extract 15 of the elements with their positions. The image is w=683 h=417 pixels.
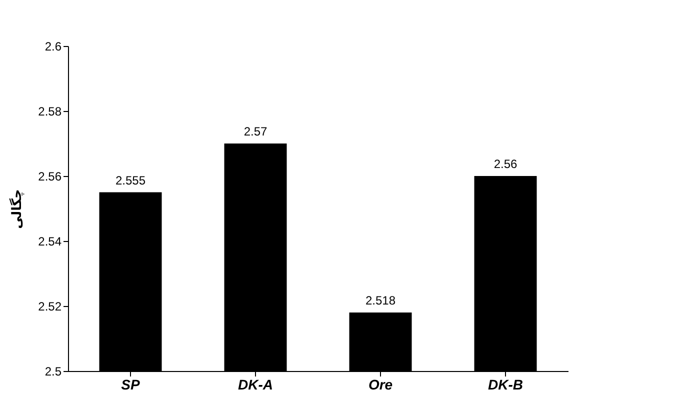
data-label: 2.57 xyxy=(244,124,268,138)
data-label: 2.555 xyxy=(115,173,146,188)
data-label: 2.56 xyxy=(494,157,518,171)
x-tick-label: DK-B xyxy=(488,376,523,392)
y-tick-label: 2.6 xyxy=(44,40,62,54)
x-tick-label: Ore xyxy=(368,376,393,392)
y-tick-label: 2.56 xyxy=(38,170,62,184)
y-tick-label: 2.5 xyxy=(44,364,62,378)
y-axis-title: چگالی xyxy=(9,189,26,229)
x-tick-label: SP xyxy=(121,376,140,392)
y-tick-label: 2.54 xyxy=(38,234,62,248)
y-tick-label: 2.52 xyxy=(38,300,62,314)
y-tick-label: 2.58 xyxy=(38,104,62,118)
x-tick-label: DK-A xyxy=(238,376,273,392)
data-label: 2.518 xyxy=(365,294,396,308)
